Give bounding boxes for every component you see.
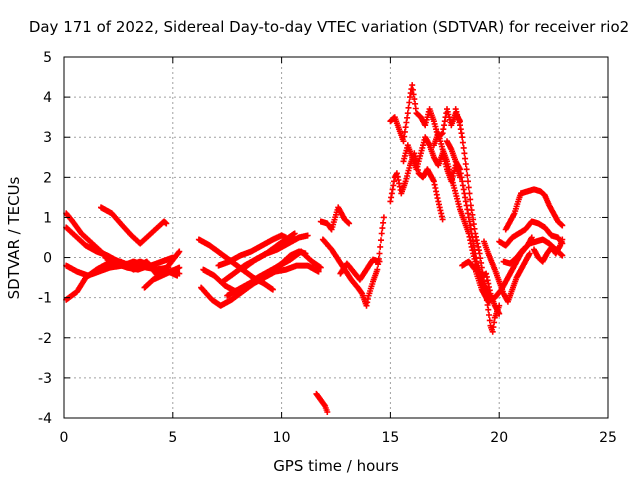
series-track-i (198, 262, 322, 309)
y-tick-label: -1 (38, 291, 52, 307)
chart-title: Day 171 of 2022, Sidereal Day-to-day VTE… (29, 18, 629, 36)
series-marker-path (496, 218, 566, 249)
x-tick-label: 15 (381, 430, 399, 446)
series-marker-path (481, 238, 533, 305)
series-track-m (224, 248, 309, 299)
series-marker-path (241, 230, 298, 271)
series-track-ac (518, 186, 566, 229)
x-axis-ticks: 0 5 10 15 20 25 (60, 57, 617, 446)
x-tick-label: 10 (273, 430, 291, 446)
series-track-aa (496, 218, 566, 249)
series-track-t (387, 82, 463, 145)
plot-frame (63, 56, 609, 419)
y-tick-label: 4 (43, 90, 52, 106)
x-tick-label: 0 (60, 430, 69, 446)
series-marker-path (141, 264, 183, 291)
y-tick-label: -2 (38, 331, 52, 347)
y-tick-label: 2 (43, 170, 52, 186)
series-marker-path (502, 190, 524, 233)
y-tick-label: -3 (38, 371, 52, 387)
series-marker-path (531, 236, 566, 265)
series-track-ad (502, 190, 524, 233)
y-tick-label: -4 (38, 411, 52, 427)
series-marker-path (337, 256, 383, 283)
y-axis-label: SDTVAR / TECUs (5, 176, 23, 299)
x-tick-label: 20 (490, 430, 508, 446)
series-marker-path (452, 106, 503, 335)
series-track-l (215, 232, 289, 269)
series-track-r (337, 256, 383, 283)
data-marks (63, 82, 566, 415)
series-marker-path (518, 186, 566, 229)
y-axis-ticks: -4 -3 -2 -1 0 1 2 3 4 5 (38, 50, 608, 427)
series-track-x (452, 106, 503, 335)
x-axis-label: GPS time / hours (273, 457, 399, 475)
series-track-z (481, 238, 533, 305)
series-track-e (98, 204, 170, 247)
series-marker-path (224, 248, 309, 299)
series-track-g (141, 264, 183, 291)
series-track-p (317, 204, 353, 233)
series-marker-path (198, 262, 322, 309)
series-marker-path (313, 390, 331, 415)
series-marker-path (387, 82, 463, 145)
series-track-o (313, 390, 331, 415)
y-tick-label: 3 (43, 130, 52, 146)
y-tick-label: 5 (43, 50, 52, 66)
series-track-ae (531, 236, 566, 265)
series-marker-path (317, 204, 353, 233)
x-tick-label: 5 (168, 430, 177, 446)
series-marker-path (98, 204, 170, 247)
x-tick-label: 25 (599, 430, 617, 446)
series-track-n (241, 230, 298, 271)
y-tick-label: 0 (43, 251, 52, 267)
y-tick-label: 1 (43, 210, 52, 226)
series-marker-path (215, 232, 289, 269)
